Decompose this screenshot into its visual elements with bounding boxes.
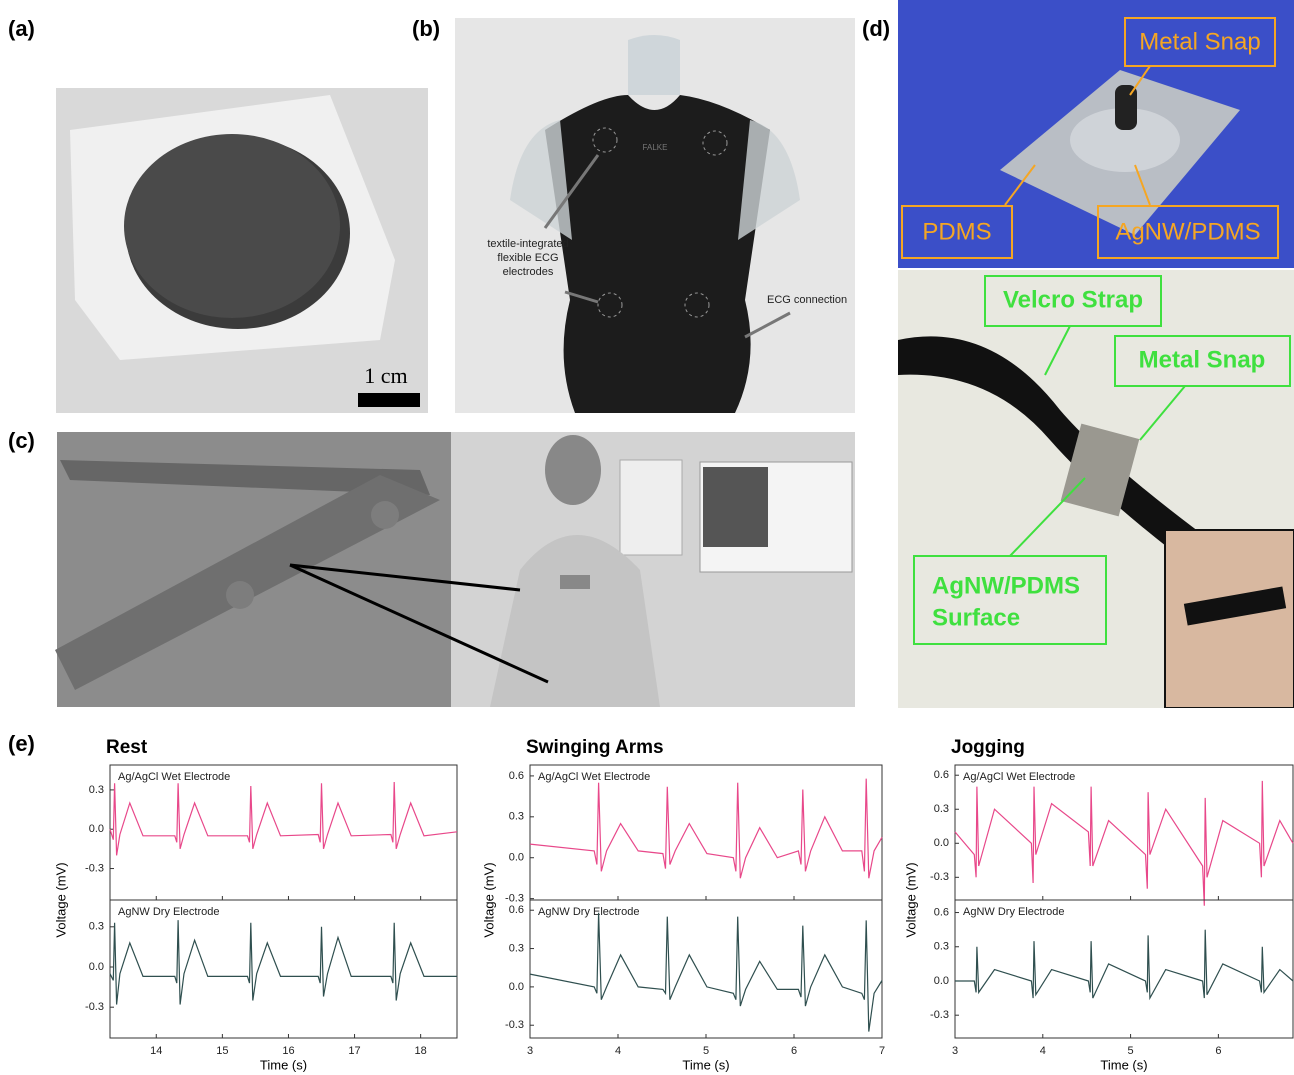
ecg-line	[110, 920, 457, 1004]
panel-label: (e)	[8, 731, 35, 756]
y-tick-label: 0.6	[934, 906, 949, 918]
photo-d: Metal Snap PDMS AgNW/PDMS Velcro Strap M…	[898, 0, 1294, 708]
brand-label: FALKE	[643, 143, 668, 152]
ecg-line	[955, 930, 1293, 998]
y-axis-label: Voltage (mV)	[481, 862, 496, 937]
plot-frame	[110, 765, 457, 900]
subplot-label: Ag/AgCl Wet Electrode	[538, 771, 650, 783]
panel-label: (b)	[412, 16, 440, 41]
y-tick-label: 0.3	[89, 784, 104, 796]
panel-label: (c)	[8, 428, 35, 453]
x-tick-label: 4	[615, 1045, 621, 1057]
x-axis-label: Time (s)	[682, 1057, 729, 1072]
y-tick-label: 0.0	[509, 981, 524, 993]
y-tick-label: 0.0	[509, 852, 524, 864]
x-tick-label: 5	[703, 1045, 709, 1057]
callout: Velcro Strap	[1003, 286, 1143, 313]
x-tick-label: 7	[879, 1045, 885, 1057]
x-tick-label: 18	[415, 1045, 427, 1057]
panel-label: (d)	[862, 16, 890, 41]
x-tick-label: 6	[1215, 1045, 1221, 1057]
x-tick-label: 15	[216, 1045, 228, 1057]
callout: Metal Snap	[1139, 346, 1266, 373]
x-tick-label: 14	[150, 1045, 162, 1057]
y-tick-label: 0.0	[934, 975, 949, 987]
y-axis-label: Voltage (mV)	[53, 862, 68, 937]
y-tick-label: 0.0	[934, 837, 949, 849]
y-tick-label: 0.3	[934, 941, 949, 953]
chart-title: Jogging	[951, 737, 1025, 758]
callout: Metal Snap	[1139, 28, 1260, 55]
y-tick-label: 0.3	[509, 942, 524, 954]
x-tick-label: 16	[282, 1045, 294, 1057]
annotation: electrodes	[503, 266, 554, 278]
chart-title: Swinging Arms	[526, 737, 664, 758]
ecg-line	[110, 782, 457, 855]
x-tick-label: 3	[527, 1045, 533, 1057]
y-tick-label: -0.3	[85, 1001, 104, 1013]
subplot-label: Ag/AgCl Wet Electrode	[118, 771, 230, 783]
chart-title: Rest	[106, 737, 148, 758]
y-tick-label: 0.6	[509, 904, 524, 916]
y-tick-label: -0.3	[85, 862, 104, 874]
callout: PDMS	[922, 218, 991, 245]
x-tick-label: 5	[1128, 1045, 1134, 1057]
panel-label: (a)	[8, 16, 35, 41]
figure: (a) (b) (d) (c) (e) 1 cm FALKE textile-i…	[0, 0, 1294, 1075]
y-tick-label: -0.3	[505, 1019, 524, 1031]
callout: Surface	[932, 604, 1020, 631]
annotation: textile-integrated	[487, 238, 568, 250]
y-tick-label: -0.3	[930, 1009, 949, 1021]
x-axis-label: Time (s)	[260, 1057, 307, 1072]
ecg-line	[530, 779, 882, 879]
annotation: flexible ECG	[497, 252, 558, 264]
y-axis-label: Voltage (mV)	[903, 862, 918, 937]
x-tick-label: 6	[791, 1045, 797, 1057]
subplot-label: AgNW Dry Electrode	[963, 906, 1064, 918]
callout: AgNW/PDMS	[1115, 218, 1260, 245]
plot-frame	[110, 900, 457, 1038]
ecg-line	[530, 913, 882, 1032]
x-axis-label: Time (s)	[1100, 1057, 1147, 1072]
y-tick-label: 0.3	[89, 921, 104, 933]
x-tick-label: 3	[952, 1045, 958, 1057]
callout: AgNW/PDMS	[932, 572, 1080, 599]
photo-c	[55, 432, 855, 707]
ecg-line	[955, 781, 1293, 906]
plot-frame	[955, 900, 1293, 1038]
x-tick-label: 4	[1040, 1045, 1046, 1057]
y-tick-label: 0.0	[89, 823, 104, 835]
y-tick-label: 0.6	[509, 770, 524, 782]
subplot-label: Ag/AgCl Wet Electrode	[963, 771, 1075, 783]
subplot-label: AgNW Dry Electrode	[538, 906, 639, 918]
y-tick-label: 0.3	[934, 803, 949, 815]
y-tick-label: 0.6	[934, 769, 949, 781]
y-tick-label: 0.0	[89, 961, 104, 973]
y-tick-label: 0.3	[509, 811, 524, 823]
y-tick-label: -0.3	[505, 893, 524, 905]
plot-frame	[530, 900, 882, 1038]
scale-bar-label: 1 cm	[364, 363, 407, 388]
photo-a: 1 cm	[56, 88, 428, 413]
subplot-label: AgNW Dry Electrode	[118, 906, 219, 918]
x-tick-label: 17	[348, 1045, 360, 1057]
annotation: ECG connection	[767, 294, 847, 306]
plot-frame	[530, 765, 882, 900]
y-tick-label: -0.3	[930, 871, 949, 883]
photo-b: FALKE textile-integrated flexible ECG el…	[455, 18, 855, 413]
